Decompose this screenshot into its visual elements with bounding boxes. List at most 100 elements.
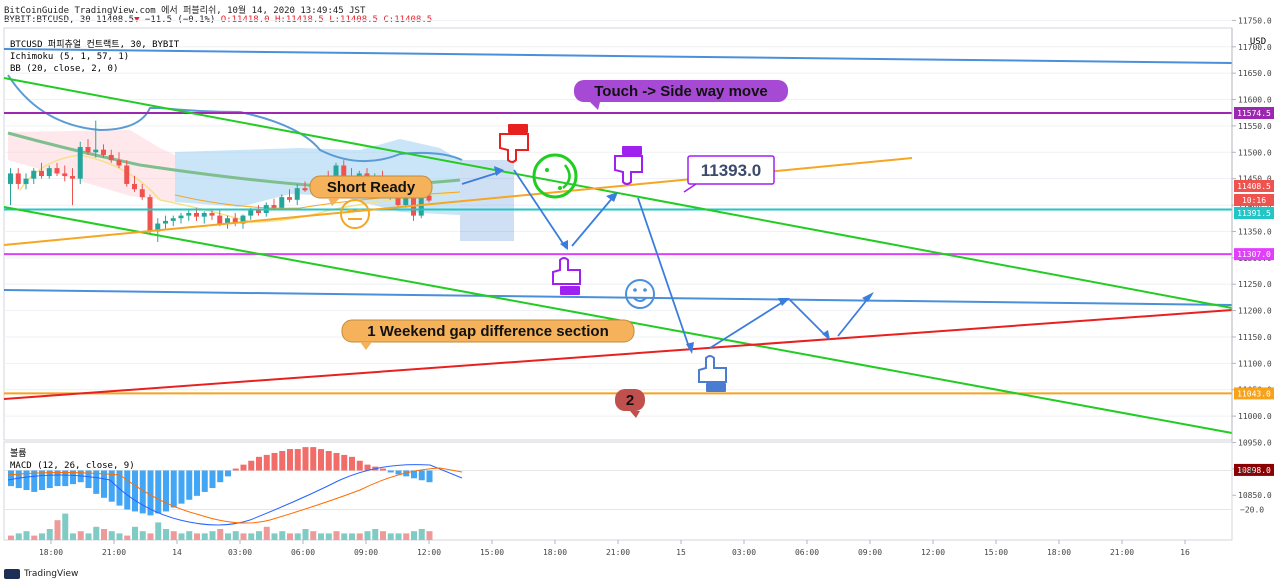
price-tick-label: 10950.0 xyxy=(1238,438,1272,447)
volume-bar xyxy=(209,531,216,540)
candle-body xyxy=(225,218,230,224)
volume-bar xyxy=(333,531,340,540)
volume-bar xyxy=(372,529,379,540)
price-callout-text: 11393.0 xyxy=(701,161,762,180)
candle-body xyxy=(108,154,114,161)
candle-body xyxy=(155,223,161,232)
volume-bar xyxy=(302,529,309,540)
volume-bar xyxy=(232,531,239,540)
time-tick-label: 18:00 xyxy=(1047,548,1071,557)
lower-blue-trendline xyxy=(3,289,1233,306)
candle-body xyxy=(287,197,292,200)
macd-bar xyxy=(209,470,216,489)
macd-bar xyxy=(395,470,402,475)
footer: TradingView xyxy=(4,569,78,579)
macd-line xyxy=(7,464,463,526)
candle-body xyxy=(256,210,261,213)
time-tick-label: 18:00 xyxy=(39,548,63,557)
volume-bar xyxy=(147,533,154,540)
neutral-face-icon xyxy=(340,199,370,229)
price-tag-bg xyxy=(1234,463,1274,476)
arrow-4 xyxy=(637,197,691,351)
macd-bar xyxy=(364,464,371,471)
macd-bar xyxy=(186,470,193,500)
touch-sideway-text: Touch -> Side way move xyxy=(594,83,768,100)
time-tick-label: 21:00 xyxy=(102,548,126,557)
price-tag-label: 11043.0 xyxy=(1237,389,1271,398)
candle-body xyxy=(426,195,432,201)
macd-pane[interactable] xyxy=(3,441,1233,541)
short-ready-callout[interactable]: Short Ready xyxy=(309,175,433,206)
volume-bar xyxy=(240,533,247,540)
price-tick-label: 11700.0 xyxy=(1238,43,1272,52)
label-2-callout[interactable]: 2 xyxy=(615,389,645,418)
price-tags: 11574.5 11408.5 10:16 11391.5 11307.0 11043.0… xyxy=(1234,107,1274,476)
price-tag-bg xyxy=(1234,194,1274,206)
macd-bar xyxy=(256,456,262,471)
arrow-3 xyxy=(571,195,615,247)
macd-bar xyxy=(302,447,309,471)
volume-bar xyxy=(39,533,45,540)
volume-bar xyxy=(101,529,107,540)
price-callout[interactable]: 11393.0 xyxy=(683,155,775,193)
weekend-gap-callout[interactable]: 1 Weekend gap difference section xyxy=(341,319,635,350)
macd-bar xyxy=(387,470,394,473)
volume-bar xyxy=(256,531,262,540)
footer-brand: TradingView xyxy=(24,569,79,579)
candle-body xyxy=(271,205,277,208)
macd-bar xyxy=(225,470,231,477)
hand-pointing-up-blue-icon xyxy=(698,355,727,392)
price-tag-label: 10:16 xyxy=(1242,196,1266,205)
touch-sideway-callout[interactable]: Touch -> Side way move xyxy=(574,80,788,110)
volume-bar xyxy=(279,531,286,540)
volume-bar xyxy=(426,531,433,540)
time-tick-label: 16 xyxy=(1180,548,1190,557)
price-tick-label: 11000.0 xyxy=(1238,412,1272,421)
time-tick-label: 09:00 xyxy=(354,548,378,557)
candle-body xyxy=(411,186,416,216)
macd-bar xyxy=(194,470,200,496)
macd-label: MACD (12, 26, close, 9) xyxy=(10,461,135,471)
volume-bar xyxy=(387,533,394,540)
time-tick-label: 21:00 xyxy=(606,548,630,557)
time-tick-label: 14 xyxy=(172,548,182,557)
price-tag-bg xyxy=(1234,248,1274,261)
legend-title: BTCUSD 퍼피츄얼 컨트랙트, 30, BYBIT xyxy=(10,39,180,50)
publish-info: BitCoinGuide TradingView.com 에서 퍼블리쉬, 10… xyxy=(4,6,366,16)
price-tag-bg xyxy=(1234,387,1274,400)
macd-bar xyxy=(147,470,154,516)
macd-tick-label: −20.0 xyxy=(1240,506,1264,515)
volume-bar xyxy=(108,531,115,540)
time-tick-label: 18:00 xyxy=(543,548,567,557)
candle-body xyxy=(147,197,153,232)
upper-green-channel xyxy=(3,77,1233,309)
macd-bar xyxy=(39,470,45,490)
macd-bar xyxy=(356,460,363,471)
time-tick-label: 03:00 xyxy=(228,548,252,557)
macd-bar xyxy=(263,454,270,471)
arrow-heads xyxy=(494,166,874,354)
macd-bar xyxy=(54,470,61,487)
macd-bar xyxy=(8,470,14,487)
volume-bar xyxy=(294,533,301,540)
price-tag-label: 11408.5 xyxy=(1237,182,1271,191)
volume-bar xyxy=(155,522,162,540)
macd-bar xyxy=(380,468,386,471)
time-tick-label: 15:00 xyxy=(480,548,504,557)
volume-bar xyxy=(201,533,208,540)
price-tick-label: 11600.0 xyxy=(1238,96,1272,105)
volume-bar xyxy=(411,531,417,540)
macd-bar xyxy=(240,464,247,471)
candle-body xyxy=(70,176,75,179)
candle-body xyxy=(201,212,207,217)
candle-body xyxy=(93,149,99,153)
volume-bar xyxy=(271,533,278,540)
candle-body xyxy=(341,165,347,179)
macd-bar xyxy=(217,470,224,483)
macd-bar xyxy=(31,470,38,492)
time-axis[interactable]: 18:00 21:00 14 03:00 06:00 09:00 12:00 15:00 18:… xyxy=(39,540,1190,557)
price-tick-label: 11100.0 xyxy=(1238,359,1272,368)
volume-bar xyxy=(380,531,386,540)
price-tick-label: 11200.0 xyxy=(1238,307,1272,316)
